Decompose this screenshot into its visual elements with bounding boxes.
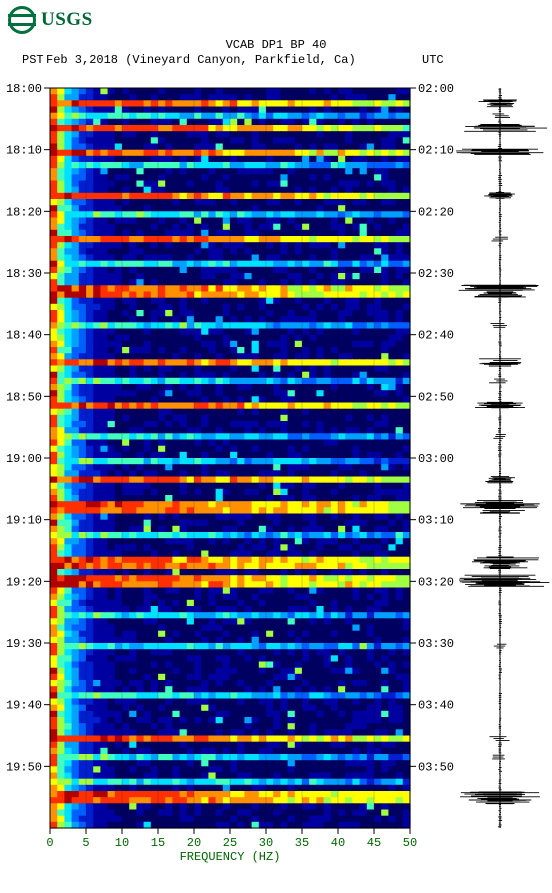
usgs-logo-mark (8, 6, 36, 34)
x-tick-label: 25 (223, 836, 237, 850)
right-time-label: 03:40 (418, 699, 454, 713)
x-axis-label: FREQUENCY (HZ) (180, 850, 281, 864)
left-time-label: 18:30 (6, 267, 42, 281)
right-time-label: 02:30 (418, 267, 454, 281)
left-time-label: 18:10 (6, 144, 42, 158)
x-tick-label: 15 (151, 836, 165, 850)
left-time-label: 18:00 (6, 82, 42, 96)
right-time-label: 03:10 (418, 514, 454, 528)
left-time-label: 18:40 (6, 329, 42, 343)
x-tick-label: 35 (295, 836, 309, 850)
x-tick-label: 5 (82, 836, 89, 850)
usgs-logo-text: USGS (41, 9, 93, 31)
usgs-logo: USGS (8, 6, 93, 34)
left-time-label: 18:20 (6, 205, 42, 219)
right-time-label: 03:00 (418, 452, 454, 466)
x-tick-label: 10 (115, 836, 129, 850)
right-time-label: 02:50 (418, 390, 454, 404)
left-time-label: 19:10 (6, 514, 42, 528)
spectrogram-body (50, 88, 411, 829)
x-tick-label: 30 (259, 836, 273, 850)
right-time-label: 02:00 (418, 82, 454, 96)
title-pst-label: PST (22, 53, 44, 67)
left-time-label: 19:40 (6, 699, 42, 713)
right-time-label: 02:40 (418, 329, 454, 343)
right-time-label: 02:20 (418, 205, 454, 219)
left-time-label: 19:50 (6, 760, 42, 774)
left-time-label: 19:20 (6, 575, 42, 589)
title-date-station: Feb 3,2018 (Vineyard Canyon, Parkfield, … (46, 53, 356, 67)
x-tick-label: 50 (403, 836, 417, 850)
right-time-label: 03:50 (418, 760, 454, 774)
left-time-label: 19:00 (6, 452, 42, 466)
x-tick-label: 45 (367, 836, 381, 850)
x-tick-label: 40 (331, 836, 345, 850)
right-time-label: 03:20 (418, 575, 454, 589)
x-tick-label: 20 (187, 836, 201, 850)
right-time-label: 02:10 (418, 144, 454, 158)
title-line1: VCAB DP1 BP 40 (226, 38, 327, 52)
left-time-label: 19:30 (6, 637, 42, 651)
right-time-label: 03:30 (418, 637, 454, 651)
spectrogram-figure: VCAB DP1 BP 40 PSTFeb 3,2018 (Vineyard Ca… (0, 38, 552, 893)
title-utc-label: UTC (422, 53, 444, 67)
waveform-trace (456, 89, 549, 827)
x-tick-label: 0 (46, 836, 53, 850)
left-time-label: 18:50 (6, 390, 42, 404)
